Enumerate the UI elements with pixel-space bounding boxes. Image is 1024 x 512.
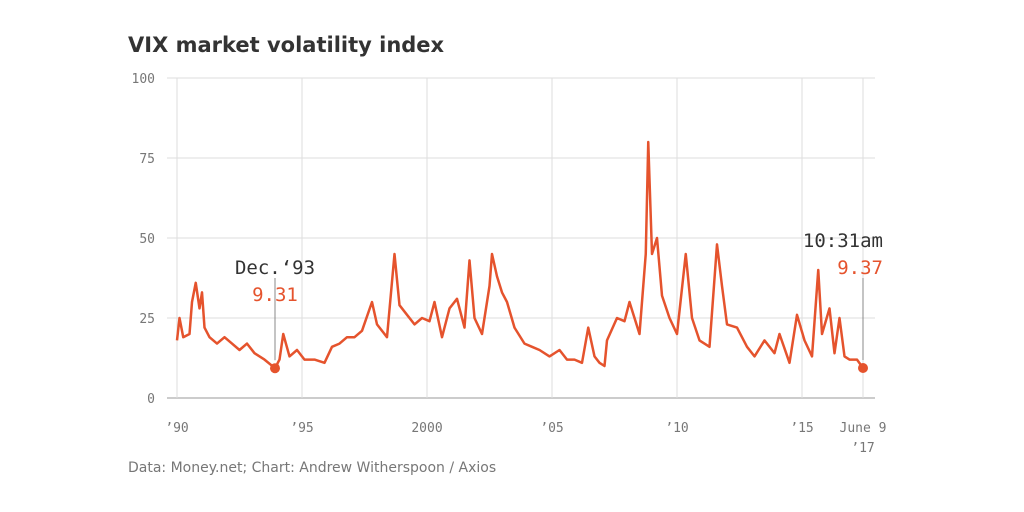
annotation-dot bbox=[270, 363, 280, 374]
line bbox=[175, 140, 865, 370]
x-tick-label: ’15 bbox=[790, 421, 813, 436]
y-tick-label: 25 bbox=[139, 312, 155, 327]
y-tick-label: 100 bbox=[132, 72, 155, 87]
annotation-value: 9.37 bbox=[837, 257, 883, 279]
x-tick-label: ’90 bbox=[165, 421, 188, 436]
annotation-label: 10:31am bbox=[803, 230, 883, 252]
annotation-value: 9.31 bbox=[252, 284, 298, 306]
y-tick-label: 75 bbox=[139, 152, 155, 167]
x-tick-label: ’05 bbox=[540, 421, 563, 436]
x-tick-label: ’10 bbox=[665, 421, 688, 436]
source: Data: Money.net; Chart: Andrew Witherspo… bbox=[128, 460, 496, 476]
y-tick-label: 0 bbox=[147, 392, 155, 407]
x-tick-label: 2000 bbox=[411, 421, 442, 436]
annotation-label: Dec.‘93 bbox=[235, 257, 315, 279]
x-tick-label: June 9 bbox=[840, 421, 887, 436]
x-tick-label: ’95 bbox=[290, 421, 313, 436]
x-tick-year: ’17 bbox=[851, 441, 874, 456]
chart-title: VIX market volatility index bbox=[128, 33, 445, 57]
y-tick-label: 50 bbox=[139, 232, 155, 247]
annotation-dot bbox=[858, 363, 868, 374]
